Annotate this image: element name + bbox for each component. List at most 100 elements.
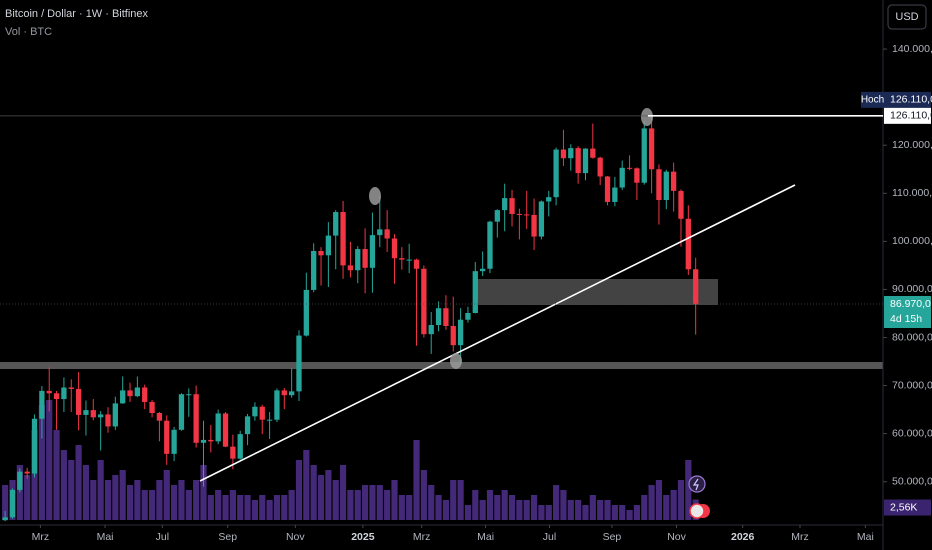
volume-bar xyxy=(589,495,596,520)
candle-body xyxy=(641,128,647,183)
candle-body xyxy=(259,406,265,420)
x-tick-label: 2025 xyxy=(351,531,375,543)
volume-title: Vol · BTC xyxy=(5,26,52,38)
last-price-label: 86.970,0 xyxy=(890,298,931,310)
candle-body xyxy=(222,413,229,447)
volume-bar xyxy=(655,480,663,520)
candle-body xyxy=(590,148,596,158)
candle-body xyxy=(516,213,523,215)
volume-bar xyxy=(457,480,464,520)
candle-body xyxy=(156,412,163,421)
high-price-box xyxy=(884,107,931,124)
last-price-box xyxy=(884,296,931,329)
volume-bar xyxy=(90,480,97,520)
volume-bar xyxy=(53,430,60,520)
candle-body xyxy=(582,148,589,174)
candle-body xyxy=(656,169,662,201)
volume-bar xyxy=(24,475,31,520)
y-tick-label: 140.000,0 xyxy=(892,43,932,55)
candle-body xyxy=(46,390,52,394)
candle-body xyxy=(693,269,699,305)
volume-bar xyxy=(648,485,655,520)
volume-bar xyxy=(398,495,405,520)
volume-bar xyxy=(369,485,376,520)
candle-body xyxy=(90,410,96,418)
candle-body xyxy=(597,157,603,177)
high-name-box xyxy=(861,91,884,108)
candle-body xyxy=(134,387,141,397)
y-tick-label: 60.000,0 xyxy=(892,427,932,439)
candle-body xyxy=(31,418,38,474)
volume-bar xyxy=(60,450,67,520)
candle-body xyxy=(465,312,471,320)
candle-body xyxy=(127,390,133,397)
volume-bar xyxy=(317,475,325,520)
currency-button[interactable] xyxy=(887,4,927,30)
candle-body xyxy=(538,201,545,237)
candle-body xyxy=(53,393,60,400)
candle-body xyxy=(164,420,170,454)
candle-body xyxy=(443,308,449,326)
candle-body xyxy=(97,414,104,418)
volume-bar xyxy=(251,500,258,520)
candle-body xyxy=(9,489,16,518)
currency-label[interactable]: USD xyxy=(895,11,918,23)
flag-icon xyxy=(689,503,705,519)
volume-bar xyxy=(619,505,626,520)
volume-bar xyxy=(560,490,567,520)
candle-body xyxy=(340,212,346,266)
x-tick-label: Mai xyxy=(97,531,114,543)
volume-bar xyxy=(685,460,692,520)
candle-body xyxy=(347,265,354,271)
volume-bar xyxy=(677,480,685,520)
y-tick-label: 90.000,0 xyxy=(892,283,932,295)
volume-bar xyxy=(207,495,214,520)
candle-body xyxy=(678,190,684,219)
volume-bar xyxy=(237,495,244,520)
volume-bar xyxy=(494,495,501,520)
volume-bar xyxy=(663,495,670,520)
volume-pane xyxy=(2,400,699,520)
candle-body xyxy=(450,325,456,346)
volume-bar xyxy=(134,480,141,520)
x-tick-label: Mai xyxy=(857,531,874,543)
volume-bar xyxy=(406,495,413,520)
candle-body xyxy=(244,416,251,435)
x-tick-label: Mrz xyxy=(32,531,50,543)
candle-body xyxy=(193,394,199,443)
candle-body xyxy=(531,214,537,237)
candle-body xyxy=(560,149,567,159)
volume-bar xyxy=(68,460,75,520)
volume-bar xyxy=(16,465,23,520)
volume-bar xyxy=(163,470,170,520)
x-tick-label: Sep xyxy=(603,531,622,543)
candle-body xyxy=(112,403,118,427)
candle-body xyxy=(494,210,500,222)
candle-body xyxy=(252,406,258,417)
volume-bar xyxy=(391,480,398,520)
candle-body xyxy=(149,401,155,413)
candle-body xyxy=(39,390,45,419)
candle-body xyxy=(274,390,280,420)
candle-body xyxy=(479,268,486,272)
candle-body xyxy=(648,128,655,170)
high-label-box xyxy=(884,91,931,108)
candles xyxy=(2,115,699,522)
volume-bar xyxy=(450,480,457,520)
candle-body xyxy=(325,235,332,256)
volume-bar xyxy=(575,500,582,520)
y-tick-label: 70.000,0 xyxy=(892,379,932,391)
candle-body xyxy=(663,171,669,201)
candle-body xyxy=(634,168,640,183)
volume-bar xyxy=(479,500,486,520)
candle-body xyxy=(311,250,317,290)
candle-body xyxy=(142,387,148,402)
axes: 50.000,0 60.000,0 70.000,0 80.000,0 90.000,0… xyxy=(0,43,932,543)
volume-bar xyxy=(303,450,310,520)
candle-body xyxy=(509,198,515,214)
candle-body xyxy=(120,390,126,404)
volume-bar xyxy=(633,505,640,520)
volume-bar xyxy=(288,490,295,520)
